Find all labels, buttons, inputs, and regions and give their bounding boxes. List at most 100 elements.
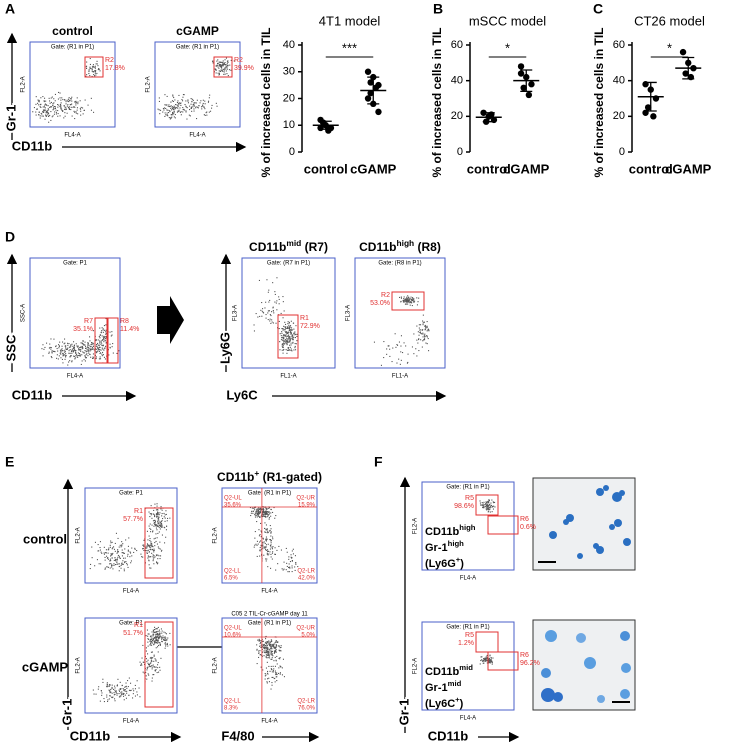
event-dot bbox=[249, 507, 251, 509]
event-dot bbox=[87, 345, 89, 347]
panel-label: F bbox=[374, 454, 383, 470]
event-dot bbox=[269, 318, 271, 320]
event-dot bbox=[146, 661, 148, 663]
event-dot bbox=[104, 347, 106, 349]
event-dot bbox=[292, 548, 294, 550]
event-dot bbox=[80, 114, 82, 116]
event-dot bbox=[36, 108, 38, 110]
event-cloud bbox=[89, 503, 171, 572]
event-dot bbox=[84, 344, 86, 346]
event-dot bbox=[64, 345, 66, 347]
event-dot bbox=[166, 639, 168, 641]
event-dot bbox=[418, 324, 420, 326]
event-dot bbox=[158, 635, 160, 637]
event-dot bbox=[153, 555, 155, 557]
event-dot bbox=[153, 640, 155, 642]
event-dot bbox=[288, 326, 290, 328]
event-dot bbox=[42, 109, 44, 111]
event-dot bbox=[489, 654, 491, 656]
y-tick-label: 30 bbox=[283, 66, 295, 78]
event-dot bbox=[291, 550, 293, 552]
event-dot bbox=[216, 105, 218, 107]
y-axis-label: FL2-A bbox=[413, 518, 419, 534]
event-dot bbox=[141, 657, 143, 659]
event-dot bbox=[164, 104, 166, 106]
event-dot bbox=[79, 354, 81, 356]
event-dot bbox=[94, 67, 96, 69]
event-dot bbox=[262, 644, 264, 646]
event-dot bbox=[121, 562, 123, 564]
event-dot bbox=[491, 663, 493, 665]
event-dot bbox=[85, 357, 87, 359]
event-dot bbox=[284, 326, 286, 328]
event-dot bbox=[75, 350, 77, 352]
event-dot bbox=[265, 512, 267, 514]
event-dot bbox=[267, 670, 269, 672]
event-dot bbox=[152, 513, 154, 515]
event-dot bbox=[100, 690, 102, 692]
event-dot bbox=[265, 540, 267, 542]
event-dot bbox=[122, 543, 124, 545]
event-dot bbox=[97, 544, 99, 546]
event-dot bbox=[148, 638, 150, 640]
y-axis-label: FL2-A bbox=[21, 76, 27, 92]
event-dot bbox=[217, 66, 219, 68]
event-dot bbox=[157, 640, 159, 642]
event-dot bbox=[152, 558, 154, 560]
event-dot bbox=[282, 336, 284, 338]
event-dot bbox=[422, 340, 424, 342]
event-dot bbox=[52, 105, 54, 107]
event-dot bbox=[287, 338, 289, 340]
event-dot bbox=[209, 94, 211, 96]
event-dot bbox=[189, 105, 191, 107]
event-dot bbox=[147, 666, 149, 668]
event-dot bbox=[104, 329, 106, 331]
event-dot bbox=[92, 348, 94, 350]
event-dot bbox=[261, 302, 263, 304]
event-dot bbox=[287, 347, 289, 349]
event-dot bbox=[79, 100, 81, 102]
event-dot bbox=[87, 342, 89, 344]
event-dot bbox=[271, 652, 273, 654]
event-dot bbox=[255, 313, 257, 315]
event-dot bbox=[275, 660, 277, 662]
event-dot bbox=[147, 555, 149, 557]
event-dot bbox=[130, 562, 132, 564]
event-dot bbox=[124, 557, 126, 559]
event-dot bbox=[121, 545, 123, 547]
event-dot bbox=[155, 628, 157, 630]
event-dot bbox=[158, 547, 160, 549]
event-dot bbox=[41, 113, 43, 115]
event-dot bbox=[215, 65, 217, 67]
gate-name: R1 bbox=[300, 315, 309, 322]
event-dot bbox=[154, 666, 156, 668]
event-dot bbox=[153, 637, 155, 639]
event-dot bbox=[121, 549, 123, 551]
event-dot bbox=[116, 552, 118, 554]
event-dot bbox=[282, 339, 284, 341]
event-dot bbox=[148, 551, 150, 553]
event-dot bbox=[102, 348, 104, 350]
event-dot bbox=[256, 663, 258, 665]
event-dot bbox=[419, 329, 421, 331]
event-dot bbox=[156, 638, 158, 640]
event-dot bbox=[486, 662, 488, 664]
event-dot bbox=[485, 660, 487, 662]
event-dot bbox=[147, 662, 149, 664]
event-dot bbox=[290, 333, 292, 335]
event-dot bbox=[271, 639, 273, 641]
event-dot bbox=[267, 647, 269, 649]
event-dot bbox=[217, 62, 219, 64]
event-dot bbox=[187, 100, 189, 102]
event-dot bbox=[165, 114, 167, 116]
event-dot bbox=[89, 346, 91, 348]
event-dot bbox=[42, 111, 44, 113]
event-dot bbox=[420, 339, 422, 341]
event-dot bbox=[289, 326, 291, 328]
event-dot bbox=[151, 651, 153, 653]
event-dot bbox=[282, 340, 284, 342]
event-dot bbox=[94, 565, 96, 567]
event-dot bbox=[261, 516, 263, 518]
event-dot bbox=[273, 646, 275, 648]
event-dot bbox=[181, 99, 183, 101]
